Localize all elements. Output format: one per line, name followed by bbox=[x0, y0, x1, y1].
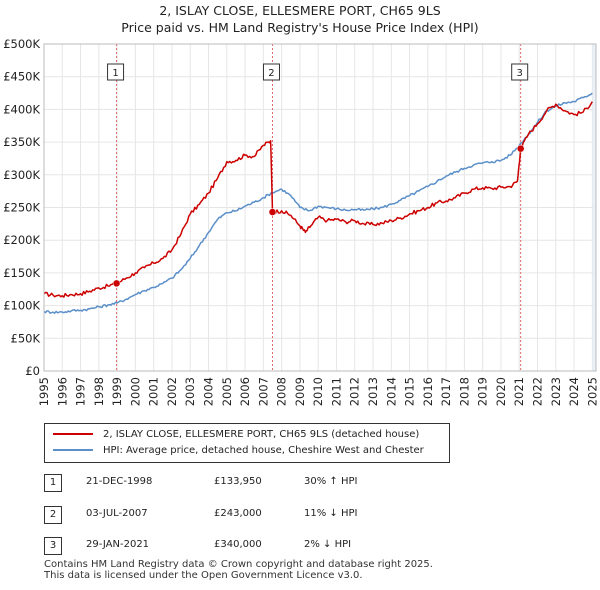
legend: 2, ISLAY CLOSE, ELLESMERE PORT, CH65 9LS… bbox=[44, 423, 450, 463]
x-tick-label: 2025 bbox=[585, 377, 599, 406]
y-tick-label: £100K bbox=[3, 299, 40, 313]
transaction-price: £133,950 bbox=[214, 476, 262, 487]
transaction-point bbox=[516, 144, 525, 153]
footer-copyright: Contains HM Land Registry data © Crown c… bbox=[44, 559, 433, 570]
x-tick-label: 2020 bbox=[494, 377, 508, 406]
x-tick-label: 2010 bbox=[311, 377, 325, 406]
x-tick-label: 2009 bbox=[293, 377, 307, 406]
transaction-badge bbox=[262, 63, 280, 81]
transaction-number: 1 bbox=[44, 474, 62, 492]
x-tick-label: 2004 bbox=[202, 377, 216, 406]
transaction-point bbox=[268, 208, 277, 216]
transaction-date: 21-DEC-1998 bbox=[86, 476, 153, 487]
chart-title: 2, ISLAY CLOSE, ELLESMERE PORT, CH65 9LS… bbox=[0, 2, 600, 36]
legend-item-hpi: HPI: Average price, detached house, Ches… bbox=[53, 443, 424, 459]
x-tick-label: 2017 bbox=[439, 377, 453, 406]
x-tick-label: 2001 bbox=[147, 377, 161, 406]
x-tick-label: 2011 bbox=[329, 377, 343, 406]
transaction-point bbox=[112, 279, 121, 288]
legend-label-property: 2, ISLAY CLOSE, ELLESMERE PORT, CH65 9LS… bbox=[103, 429, 420, 440]
x-tick-label: 1997 bbox=[74, 377, 88, 406]
transaction-badge bbox=[107, 63, 125, 81]
legend-label-hpi: HPI: Average price, detached house, Ches… bbox=[103, 445, 424, 456]
title-line-2: Price paid vs. HM Land Registry's House … bbox=[121, 20, 479, 35]
x-tick-label: 1995 bbox=[37, 377, 51, 406]
transaction-badge-label: 2 bbox=[268, 68, 274, 79]
y-tick-label: £500K bbox=[3, 37, 40, 51]
x-tick-label: 1998 bbox=[92, 377, 106, 406]
x-tick-label: 2002 bbox=[165, 377, 179, 406]
transaction-hpi: 11% ↓ HPI bbox=[304, 508, 358, 519]
y-tick-label: £350K bbox=[3, 135, 40, 149]
legend-swatch-hpi bbox=[53, 449, 93, 451]
legend-swatch-property bbox=[53, 433, 93, 435]
transaction-date: 03-JUL-2007 bbox=[86, 508, 148, 519]
x-tick-label: 2015 bbox=[403, 377, 417, 406]
transaction-price: £340,000 bbox=[214, 539, 262, 550]
hpi-line bbox=[43, 92, 593, 314]
y-tick-label: £50K bbox=[11, 331, 41, 345]
x-tick-label: 2012 bbox=[348, 377, 362, 406]
x-tick-label: 2019 bbox=[476, 377, 490, 406]
x-tick-label: 1999 bbox=[110, 377, 124, 406]
x-tick-label: 2013 bbox=[366, 377, 380, 406]
y-tick-label: £150K bbox=[3, 266, 40, 280]
footer-licence: This data is licensed under the Open Gov… bbox=[44, 570, 363, 581]
x-tick-label: 2007 bbox=[256, 377, 270, 406]
x-tick-label: 2022 bbox=[531, 377, 545, 406]
legend-item-property: 2, ISLAY CLOSE, ELLESMERE PORT, CH65 9LS… bbox=[53, 427, 419, 443]
x-tick-label: 1996 bbox=[55, 377, 69, 406]
x-tick-label: 2000 bbox=[128, 377, 142, 406]
transaction-number: 3 bbox=[44, 537, 62, 555]
property-price-line bbox=[43, 101, 593, 298]
transaction-date: 29-JAN-2021 bbox=[86, 539, 150, 550]
transaction-number: 2 bbox=[44, 506, 62, 524]
transaction-badge-label: 1 bbox=[112, 68, 118, 79]
y-tick-label: £450K bbox=[3, 70, 40, 84]
x-tick-label: 2003 bbox=[183, 377, 197, 406]
transaction-badge bbox=[511, 63, 529, 81]
price-chart: £0 £50K £100K £150K £200K £250K £300K £350K £400… bbox=[3, 37, 599, 406]
transaction-badge-label: 3 bbox=[517, 68, 523, 79]
forecast-band bbox=[592, 44, 596, 371]
transaction-hpi: 30% ↑ HPI bbox=[304, 476, 358, 487]
transaction-hpi: 2% ↓ HPI bbox=[304, 539, 352, 550]
y-tick-label: £300K bbox=[3, 168, 40, 182]
plot-frame bbox=[43, 43, 597, 372]
y-tick-label: £200K bbox=[3, 233, 40, 247]
x-tick-label: 2023 bbox=[549, 377, 563, 406]
x-tick-label: 2008 bbox=[275, 377, 289, 406]
x-tick-label: 2024 bbox=[567, 377, 581, 406]
x-tick-label: 2014 bbox=[384, 377, 398, 406]
transaction-price: £243,000 bbox=[214, 508, 262, 519]
x-tick-label: 2021 bbox=[512, 377, 526, 406]
x-tick-label: 2018 bbox=[457, 377, 471, 406]
footer: Contains HM Land Registry data © Crown c… bbox=[44, 559, 433, 581]
x-tick-label: 2006 bbox=[238, 377, 252, 406]
title-line-1: 2, ISLAY CLOSE, ELLESMERE PORT, CH65 9LS bbox=[159, 3, 441, 18]
y-tick-label: £400K bbox=[3, 102, 40, 116]
x-tick-label: 2005 bbox=[220, 377, 234, 406]
y-tick-label: £0 bbox=[25, 364, 40, 378]
x-tick-label: 2016 bbox=[421, 377, 435, 406]
y-tick-label: £250K bbox=[3, 201, 40, 215]
